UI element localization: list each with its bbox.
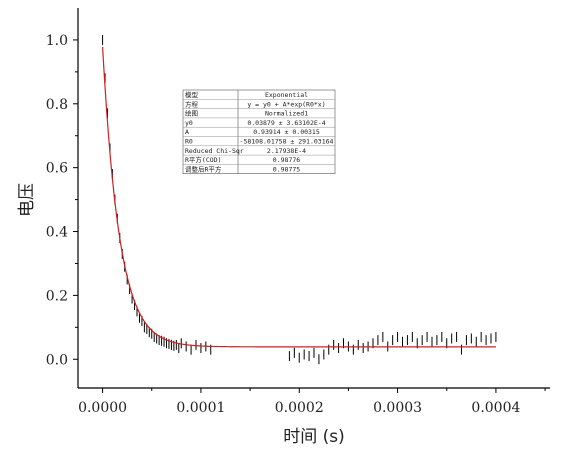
fit-table-value: 0.98775 <box>273 165 300 173</box>
x-tick-label: 0.0002 <box>275 400 324 416</box>
fit-table-key: 调整后R平方 <box>185 164 222 173</box>
fit-table-key: A <box>185 128 189 136</box>
y-tick-label: 0.0 <box>46 352 68 368</box>
fit-table-value: 0.98776 <box>273 156 300 164</box>
fit-table-key: 绘图 <box>185 109 198 118</box>
fit-table: 模型 Exponential 方程 y = y0 + A*exp(R0*x) 绘图 Nor… <box>182 89 336 174</box>
y-tick-label: 1.0 <box>46 33 68 49</box>
fit-table-key: y0 <box>185 119 193 127</box>
y-tick-label: 0.2 <box>46 288 68 304</box>
y-tick-label: 0.8 <box>46 97 68 113</box>
fit-table-key: R平方(COD) <box>185 155 221 164</box>
fit-table-key: Reduced Chi-Sqr <box>185 147 244 155</box>
fit-table-value: y = y0 + A*exp(R0*x) <box>247 100 325 108</box>
fit-curve <box>101 46 496 348</box>
x-tick-label: 0.0000 <box>78 400 127 416</box>
x-tick-label: 0.0003 <box>373 400 422 416</box>
fit-table-key: 方程 <box>185 99 199 108</box>
fit-table-value: 0.03879 ± 3.63102E-4 <box>247 119 325 127</box>
fit-table-value: 2.17938E-4 <box>267 147 306 155</box>
fit-table-key: 模型 <box>185 90 199 99</box>
fit-table-box <box>182 89 336 174</box>
y-tick-label: 0.6 <box>46 161 68 177</box>
y-axis-label: 电压 <box>17 183 37 217</box>
data-layer <box>101 34 497 365</box>
fit-table-value: 0.93914 ± 0.00315 <box>253 128 320 136</box>
x-tick-label: 0.0004 <box>471 400 520 416</box>
y-tick-label: 0.4 <box>46 225 68 241</box>
fit-table-value: Normalized1 <box>265 110 308 118</box>
axes-layer: 0.0 0.2 0.4 0.6 0.8 1.0 0.0000 0.0001 0.0002 0.00… <box>46 8 550 416</box>
x-tick-label: 0.0001 <box>176 400 225 416</box>
fit-table-key: R0 <box>185 138 193 146</box>
x-axis-label: 时间 (s) <box>283 427 345 447</box>
fit-table-value: Exponential <box>265 91 308 99</box>
fit-table-value: -58108.01758 ± 291.03164 <box>240 138 334 146</box>
